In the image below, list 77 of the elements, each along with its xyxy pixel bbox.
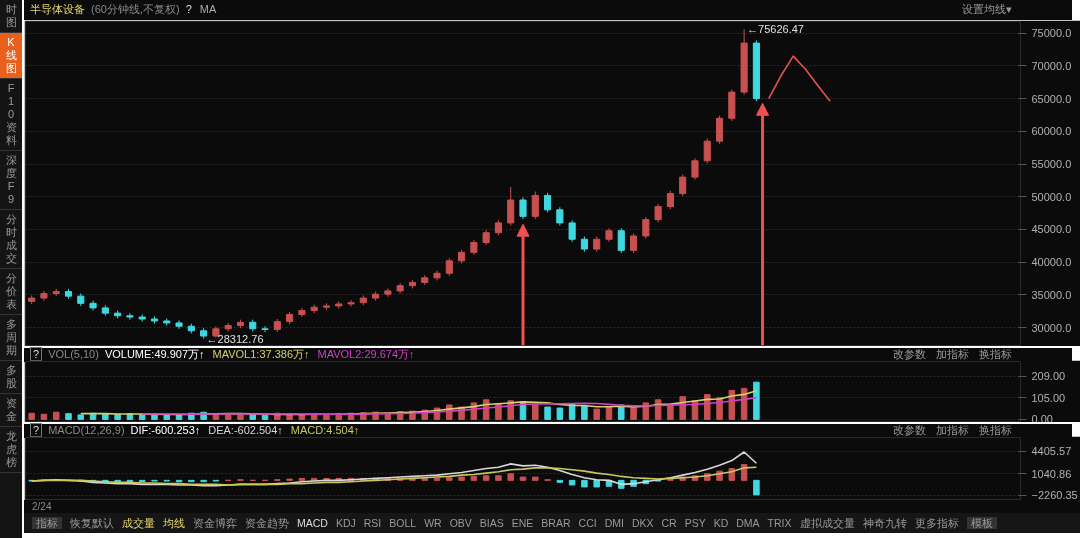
y-tick-label: 30000.0 bbox=[1031, 321, 1072, 334]
text: 换指标 bbox=[979, 424, 1012, 436]
y-tick-label: 55000.0 bbox=[1031, 158, 1072, 171]
text: 龙虎榜 bbox=[0, 427, 22, 473]
text: 分时成交 bbox=[0, 210, 22, 269]
text: MACD:4.504↑ bbox=[290, 424, 360, 436]
text: 分价表 bbox=[0, 269, 22, 315]
text: 成交量 bbox=[122, 517, 155, 529]
y-tick-label: 45000.0 bbox=[1031, 223, 1072, 236]
y-tick-label: 0.00 bbox=[1031, 412, 1053, 425]
text: 设置均线▾ bbox=[962, 3, 1012, 16]
text: KD bbox=[713, 517, 729, 529]
chart-title: 半导体设备 bbox=[30, 3, 85, 16]
text: VOLUME:49.907万↑ bbox=[104, 348, 205, 360]
y-tick-label: −2260.35 bbox=[1031, 489, 1078, 502]
y-tick-label: 35000.0 bbox=[1031, 288, 1072, 301]
text: 换指标 bbox=[979, 348, 1012, 360]
text: DMI bbox=[604, 517, 624, 529]
text: 更多指标 bbox=[914, 517, 959, 529]
y-tick-label: 60000.0 bbox=[1031, 125, 1072, 138]
text: 改参数 bbox=[893, 348, 926, 360]
y-tick-label: 1040.86 bbox=[1031, 467, 1072, 480]
text: F10资料 bbox=[0, 79, 22, 151]
text: RSI bbox=[363, 517, 382, 529]
text: BOLL bbox=[389, 517, 417, 529]
text: 2/24 bbox=[31, 500, 53, 513]
text: 改参数 bbox=[893, 424, 926, 436]
text: 均线 bbox=[163, 517, 185, 529]
text: KDJ bbox=[335, 517, 356, 529]
chart-subtitle: (60分钟线,不复权) bbox=[91, 3, 180, 16]
text: MAVOL2:29.674万↑ bbox=[317, 348, 415, 360]
chart-title: VOL(5,10) bbox=[48, 348, 99, 360]
y-tick-label: 65000.0 bbox=[1031, 92, 1072, 105]
y-tick-label: 105.00 bbox=[1031, 391, 1066, 404]
text: 时图 bbox=[0, 0, 22, 33]
text: 资金趋势 bbox=[245, 517, 289, 529]
text: 加指标 bbox=[936, 424, 969, 436]
text: WR bbox=[424, 517, 442, 529]
text: ? bbox=[30, 347, 43, 361]
text: 多周期 bbox=[0, 315, 22, 361]
text: 资金博弈 bbox=[193, 517, 237, 529]
text: 指标 bbox=[32, 517, 62, 529]
text: MACD bbox=[297, 517, 328, 529]
text: DKX bbox=[631, 517, 654, 529]
text: ? bbox=[30, 423, 43, 437]
text: K线图 bbox=[0, 33, 22, 79]
text: 恢复默认 bbox=[70, 517, 114, 529]
text: MAVOL1:37.386万↑ bbox=[212, 348, 310, 360]
annotation: ←75626.47 bbox=[747, 23, 804, 36]
text: MA bbox=[199, 3, 217, 16]
chart-title: MACD(12,26,9) bbox=[48, 424, 125, 436]
text: ENE bbox=[511, 517, 534, 529]
text: PSY bbox=[684, 517, 706, 529]
text: 深度F9 bbox=[0, 151, 22, 210]
y-tick-label: 209.00 bbox=[1031, 370, 1066, 383]
text: 资金 bbox=[0, 394, 22, 427]
text: 多股 bbox=[0, 361, 22, 394]
text: 加指标 bbox=[936, 348, 969, 360]
annotation: ←28312.76 bbox=[206, 332, 264, 345]
y-tick-label: 50000.0 bbox=[1031, 190, 1072, 203]
text: CR bbox=[661, 517, 677, 529]
text: 神奇九转 bbox=[862, 517, 907, 529]
text: TRIX bbox=[767, 517, 792, 529]
text: BIAS bbox=[479, 517, 504, 529]
text: 虚拟成交量 bbox=[799, 517, 855, 529]
text: 模板 bbox=[966, 517, 997, 529]
y-tick-label: 40000.0 bbox=[1031, 256, 1072, 269]
text: DIF:-600.253↑ bbox=[130, 424, 201, 436]
y-tick-label: 75000.0 bbox=[1031, 27, 1072, 40]
text: CCI bbox=[578, 517, 597, 529]
text: DMA bbox=[736, 517, 760, 529]
y-tick-label: 70000.0 bbox=[1031, 59, 1072, 72]
text: OBV bbox=[449, 517, 472, 529]
text: DEA:-602.504↑ bbox=[208, 424, 283, 436]
text: BRAR bbox=[541, 517, 571, 529]
y-tick-label: 4405.57 bbox=[1031, 445, 1072, 458]
text: ? bbox=[185, 3, 192, 16]
